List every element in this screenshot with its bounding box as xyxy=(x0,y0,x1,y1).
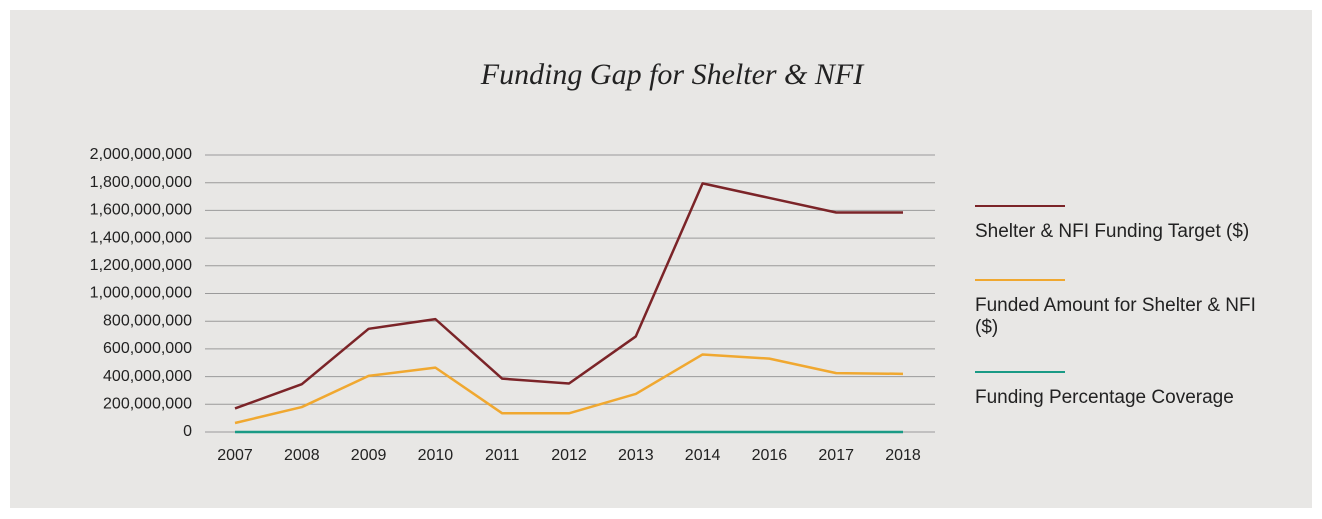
y-tick-label: 1,800,000,000 xyxy=(90,174,192,191)
y-tick-label: 800,000,000 xyxy=(103,312,192,329)
series-line xyxy=(234,182,903,410)
y-tick-label: 0 xyxy=(183,423,192,440)
x-tick-label: 2012 xyxy=(551,447,587,464)
y-tick-label: 1,600,000,000 xyxy=(90,202,192,219)
x-tick-label: 2013 xyxy=(618,447,654,464)
x-tick-label: 2009 xyxy=(351,447,387,464)
x-tick-label: 2008 xyxy=(284,447,320,464)
legend-swatch xyxy=(975,279,1065,281)
legend-swatch xyxy=(975,371,1065,373)
x-tick-label: 2007 xyxy=(217,447,253,464)
legend-label: Funding Percentage Coverage xyxy=(975,387,1234,408)
y-tick-label: 400,000,000 xyxy=(103,368,192,385)
y-tick-label: 1,000,000,000 xyxy=(90,285,192,302)
x-tick-label: 2010 xyxy=(418,447,454,464)
x-tick-label: 2017 xyxy=(818,447,854,464)
y-tick-label: 1,200,000,000 xyxy=(90,257,192,274)
legend-label: Shelter & NFI Funding Target ($) xyxy=(975,221,1250,242)
chart-title: Funding Gap for Shelter & NFI xyxy=(480,58,865,91)
x-tick-label: 2011 xyxy=(485,447,520,464)
series-line xyxy=(234,353,904,425)
background xyxy=(10,10,1312,508)
y-tick-label: 1,400,000,000 xyxy=(90,229,192,246)
y-tick-label: 2,000,000,000 xyxy=(90,146,192,163)
x-tick-label: 2016 xyxy=(752,447,788,464)
legend-swatch xyxy=(975,205,1065,207)
y-tick-label: 200,000,000 xyxy=(103,396,192,413)
legend-label: Funded Amount for Shelter & NFI ($) xyxy=(975,295,1256,338)
y-tick-label: 600,000,000 xyxy=(103,340,192,357)
x-tick-label: 2018 xyxy=(885,447,921,464)
x-tick-label: 2014 xyxy=(685,447,721,464)
